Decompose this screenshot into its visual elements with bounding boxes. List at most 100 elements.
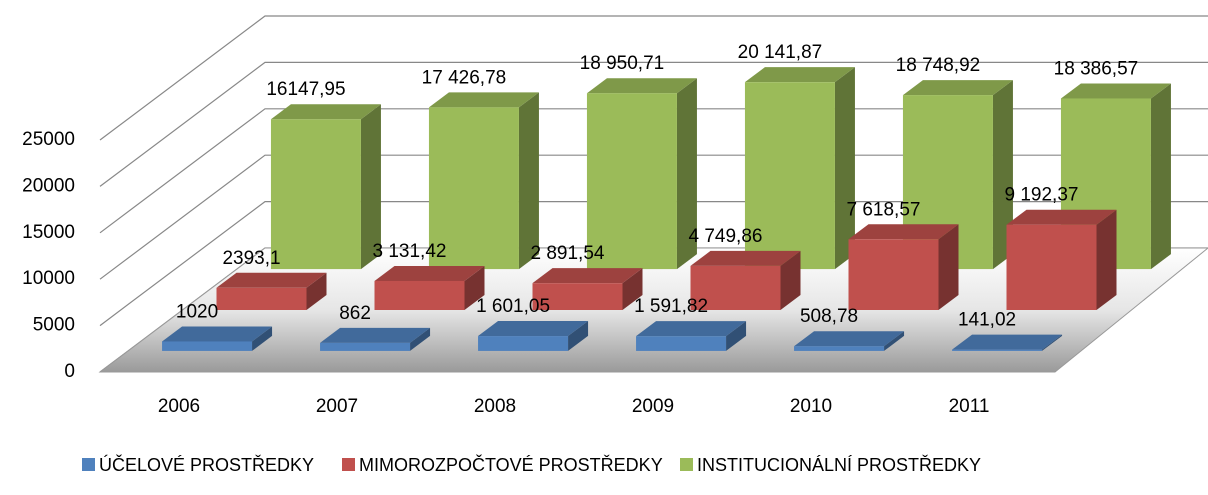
- bar: [478, 321, 589, 351]
- bar-top: [162, 326, 273, 342]
- bar-side: [518, 92, 539, 270]
- bar: [428, 92, 539, 270]
- bar-side: [780, 250, 801, 310]
- x-tick-label: 2011: [949, 396, 990, 417]
- data-label: 17 426,78: [422, 67, 507, 88]
- labels: 2006 2007 2008 2009 2010 2011 16147,95 17 426,7…: [158, 42, 1138, 417]
- bar: [374, 265, 485, 310]
- bar: [320, 327, 431, 351]
- bar-side: [884, 331, 905, 351]
- grid: 0 5000 10000 15000 20000 25000: [22, 15, 1208, 382]
- grid-line: [99, 15, 1208, 141]
- bar-side: [410, 327, 431, 351]
- bar: [162, 326, 273, 351]
- x-tick-label: 2006: [158, 396, 200, 417]
- bar-top: [848, 224, 959, 240]
- y-tick-label: 15000: [22, 222, 75, 243]
- x-tick-label: 2007: [316, 396, 358, 417]
- data-label: 16147,95: [266, 79, 345, 100]
- data-label: 18 748,92: [896, 55, 981, 76]
- bar-front: [532, 283, 623, 310]
- y-tick-label: 10000: [22, 268, 75, 289]
- bar-front: [216, 287, 307, 310]
- bar: [690, 250, 801, 310]
- bar-front: [1006, 224, 1097, 310]
- legend-swatch: [680, 458, 693, 471]
- bar: [216, 272, 327, 310]
- bar-top: [532, 268, 643, 284]
- bar-front: [586, 93, 677, 270]
- data-label: 862: [339, 303, 371, 324]
- bar-top: [952, 334, 1063, 350]
- bar-side: [834, 67, 855, 270]
- bar-top: [902, 80, 1013, 96]
- y-tick-label: 0: [64, 361, 75, 382]
- bar: [586, 78, 697, 270]
- y-tick-label: 5000: [33, 315, 75, 336]
- bar-top: [216, 272, 327, 288]
- bar-front: [952, 349, 1043, 351]
- bar: [794, 331, 905, 351]
- legend-label: MIMOROZPOČTOVÉ PROSTŘEDKY: [359, 454, 663, 475]
- bar-top: [794, 331, 905, 347]
- grid-line: [99, 108, 1208, 234]
- bar-side: [1150, 83, 1171, 270]
- bar-side: [360, 104, 381, 270]
- x-tick-label: 2009: [632, 396, 674, 417]
- legend-swatch: [342, 458, 355, 471]
- legend: ÚČELOVÉ PROSTŘEDKY MIMOROZPOČTOVÉ PROSTŘE…: [82, 454, 981, 475]
- bar-side: [726, 321, 747, 351]
- legend-label: ÚČELOVÉ PROSTŘEDKY: [99, 454, 314, 475]
- bar-front: [636, 336, 727, 351]
- x-tick-label: 2010: [790, 396, 832, 417]
- bar-front: [270, 119, 361, 270]
- bar: [848, 224, 959, 310]
- bar-front: [320, 342, 411, 351]
- bar-side: [938, 224, 959, 310]
- bar-side: [568, 321, 589, 351]
- bar-side: [464, 265, 485, 310]
- bar-front: [744, 82, 835, 270]
- bar-front: [162, 341, 253, 351]
- grid-line: [99, 201, 1208, 327]
- bar-front: [478, 336, 569, 351]
- data-label: 7 618,57: [847, 199, 921, 220]
- bar-top: [636, 321, 747, 337]
- bar-top: [374, 265, 485, 281]
- data-label: 9 192,37: [1005, 185, 1079, 206]
- bar-top: [744, 67, 855, 83]
- data-label: 141,02: [958, 310, 1016, 331]
- data-label: 3 131,42: [373, 241, 447, 262]
- data-label: 18 386,57: [1054, 58, 1139, 79]
- bar-front: [428, 107, 519, 270]
- data-label: 508,78: [800, 306, 858, 327]
- bar-side: [622, 268, 643, 310]
- bar-top: [478, 321, 589, 337]
- data-label: 2 891,54: [531, 243, 605, 264]
- data-label: 1 591,82: [634, 296, 708, 317]
- x-tick-label: 2008: [474, 396, 516, 417]
- bar: [1006, 209, 1117, 310]
- y-tick-label: 25000: [22, 129, 75, 150]
- bars: [162, 67, 1171, 351]
- legend-swatch: [82, 458, 95, 471]
- data-label: 18 950,71: [580, 53, 665, 74]
- bar-front: [374, 280, 465, 310]
- bar-side: [676, 78, 697, 270]
- bar-top: [428, 92, 539, 108]
- bar-side: [992, 80, 1013, 270]
- bar-side: [1096, 209, 1117, 310]
- bar: [952, 334, 1063, 351]
- data-label: 4 749,86: [689, 226, 763, 247]
- bar-front: [848, 239, 939, 310]
- bar-front: [690, 265, 781, 310]
- bar-top: [320, 327, 431, 343]
- bar: [270, 104, 381, 270]
- bar-top: [690, 250, 801, 266]
- grid-line: [99, 154, 1208, 280]
- bar-top: [1060, 83, 1171, 99]
- bar-front: [794, 346, 885, 351]
- bar-side: [1042, 334, 1063, 351]
- bar-top: [270, 104, 381, 120]
